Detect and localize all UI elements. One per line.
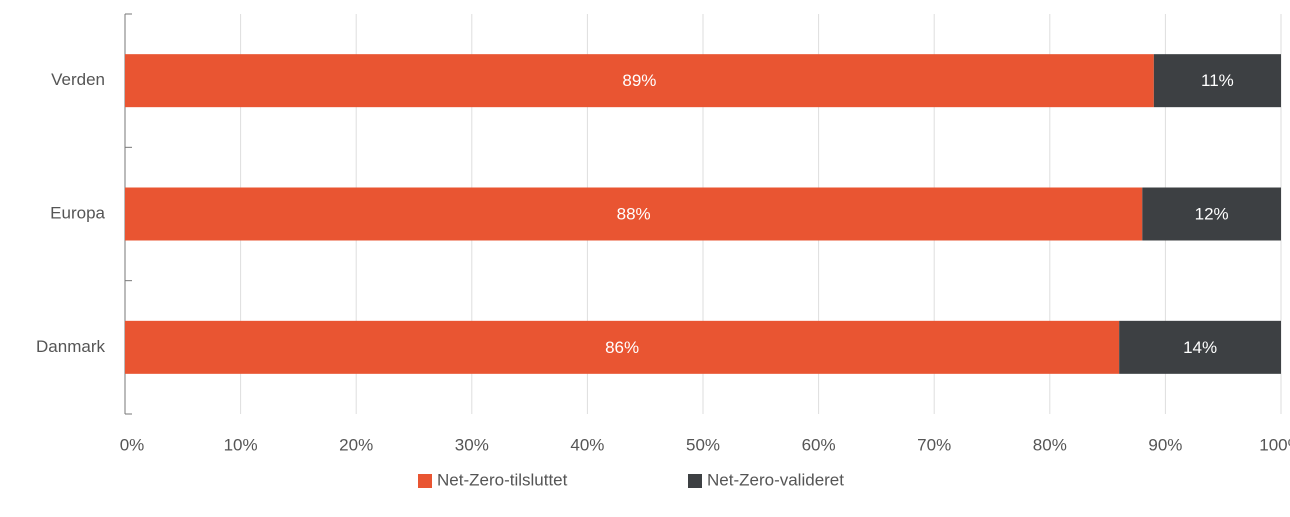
legend-swatch (418, 474, 432, 488)
x-tick-label: 100% (1259, 435, 1290, 454)
bar-segment (1119, 320, 1281, 374)
x-tick-label: 40% (570, 435, 604, 454)
x-tick-label: 30% (455, 435, 489, 454)
y-tick-label: Europa (50, 203, 105, 222)
x-tick-label: 10% (224, 435, 258, 454)
bar-segment (1142, 187, 1281, 241)
bar-segment (125, 320, 1120, 374)
bar-segment (125, 54, 1154, 108)
x-tick-label: 0% (120, 435, 145, 454)
x-tick-label: 60% (802, 435, 836, 454)
legend-swatch (688, 474, 702, 488)
x-tick-label: 80% (1033, 435, 1067, 454)
bar-label: 88% (617, 204, 651, 223)
bar-segment (1153, 54, 1281, 108)
bar-segment (125, 187, 1143, 241)
bar-label: 14% (1183, 338, 1217, 357)
x-tick-label: 70% (917, 435, 951, 454)
bar-label: 12% (1195, 204, 1229, 223)
bar-label: 86% (605, 338, 639, 357)
legend-label: Net-Zero-valideret (707, 470, 844, 489)
y-tick-label: Danmark (36, 337, 105, 356)
x-tick-label: 50% (686, 435, 720, 454)
bar-label: 11% (1201, 71, 1234, 90)
y-tick-label: Verden (51, 70, 105, 89)
bar-label: 89% (622, 71, 656, 90)
legend-label: Net-Zero-tilsluttet (437, 470, 568, 489)
x-tick-label: 90% (1148, 435, 1182, 454)
x-tick-label: 20% (339, 435, 373, 454)
